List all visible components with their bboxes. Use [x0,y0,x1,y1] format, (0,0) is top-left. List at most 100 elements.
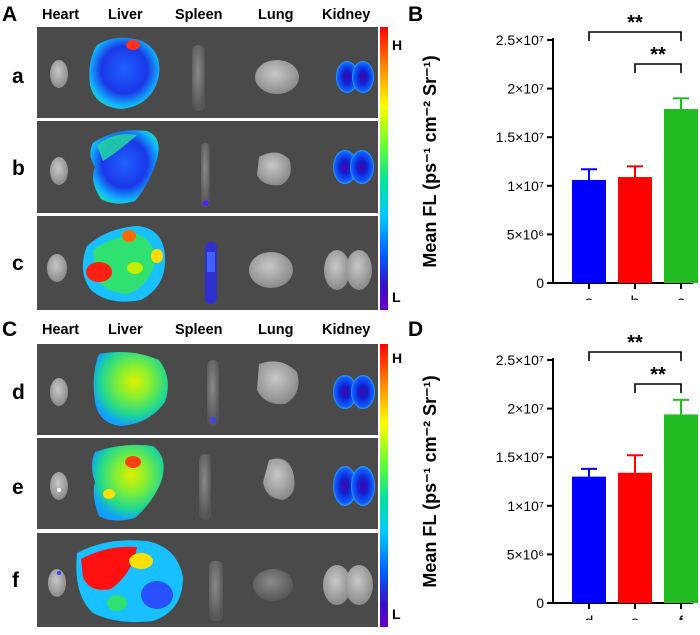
bar-c [664,109,698,284]
y-axis-label: Mean FL (ps⁻¹ cm⁻² Sr⁻¹) [420,375,440,587]
y-tick-label: 2×10⁷ [507,401,544,417]
lung-organ [249,252,293,288]
color-scale-bar-top [380,27,388,310]
y-tick-label: 1×10⁷ [507,498,544,514]
lung-organ [257,152,291,186]
x-tick-label-b: b [631,294,640,300]
organ-header-liver: Liver [108,322,143,338]
significance-marker: ** [650,44,666,66]
y-tick-label: 5×10⁶ [507,226,544,242]
imaging-row-e [37,438,378,529]
kidney-organ-left [333,150,357,184]
kidney-organ-right [346,250,372,290]
y-tick-label: 1.5×10⁷ [496,449,544,465]
significance-bracket [634,383,682,393]
row-label-c: c [12,252,24,275]
heart-organ [50,60,68,88]
organ-header-spleen: Spleen [175,322,223,338]
row-label-f: f [12,569,19,592]
liver-organ [93,352,168,426]
y-tick-label: 1×10⁷ [507,178,544,194]
y-tick-label: 5×10⁶ [507,546,544,562]
organ-header-heart: Heart [42,7,80,23]
organ-header-liver: Liver [108,7,143,23]
imaging-row-d [37,344,378,435]
significance-marker: ** [627,332,643,354]
scale-high-label-top: H [392,37,403,53]
lung-organ [263,458,295,500]
kidney-organ-left [333,375,357,409]
panel-label-d: D [408,318,424,341]
spleen-organ [207,360,219,426]
heart-organ [47,254,67,282]
liver-organ [92,444,164,521]
y-tick-label: 0 [536,275,544,291]
organ-header-kidney: Kidney [322,322,371,338]
imaging-row-f [37,533,378,627]
kidney-organ-right [351,375,375,409]
organ-header-lung: Lung [258,322,294,338]
lung-organ [257,361,299,405]
spleen-organ [205,242,217,304]
kidney-organ-left [336,61,358,93]
y-tick-label: 2.5×10⁷ [496,32,544,48]
bar-e [618,472,652,603]
x-tick-label-d: d [585,614,594,620]
x-tick-label-a: a [585,294,594,300]
kidney-organ-right [352,61,374,93]
imaging-row-a [37,27,378,118]
y-tick-label: 1.5×10⁷ [496,129,544,145]
imaging-row-c [37,216,378,310]
significance-bracket [634,63,682,73]
x-tick-label-e: e [631,614,640,620]
x-tick-label-c: c [677,294,685,300]
row-label-b: b [12,157,25,180]
kidney-organ-right [350,150,374,184]
liver-organ [89,37,160,109]
lung-organ [253,569,293,601]
bar-b [618,177,652,283]
row-label-d: d [12,381,25,404]
y-tick-label: 0 [536,595,544,611]
bar-chart-b: Mean FL (ps⁻¹ cm⁻² Sr⁻¹) 0 5×10⁶ 1×10⁷ 1.5×1… [420,12,698,300]
panel-label-c: C [2,318,18,341]
row-label-a: a [12,65,24,88]
heart-organ [50,378,68,406]
organ-header-lung: Lung [258,7,294,23]
bar-a [572,179,606,283]
row-label-e: e [12,476,24,499]
spleen-organ [192,45,205,111]
y-axis-label: Mean FL (ps⁻¹ cm⁻² Sr⁻¹) [420,55,440,267]
scale-high-label-bottom: H [392,350,403,366]
spleen-organ [201,143,210,207]
bar-chart-d: Mean FL (ps⁻¹ cm⁻² Sr⁻¹) 0 5×10⁶ 1×10⁷ 1.5×1… [420,332,698,620]
kidney-organ-right [345,565,373,605]
organ-header-kidney: Kidney [322,7,371,23]
panel-label-a: A [2,3,18,26]
spleen-organ [209,561,223,621]
significance-bracket [588,31,682,41]
spleen-organ [199,454,211,520]
scale-low-label-bottom: L [392,606,401,622]
scale-low-label-top: L [392,289,401,305]
heart-organ [48,569,66,597]
heart-organ [50,472,68,500]
color-scale-bar-bottom [380,344,388,627]
heart-organ [50,157,68,185]
bar-f [664,414,698,603]
x-tick-label-f: f [679,614,684,620]
significance-bracket [588,351,682,361]
significance-marker: ** [650,364,666,386]
kidney-organ-left [324,250,350,290]
organ-header-spleen: Spleen [175,7,223,23]
y-tick-label: 2.5×10⁷ [496,352,544,368]
kidney-organ-left [323,565,351,605]
bar-d [572,476,606,603]
panel-label-b: B [408,3,424,26]
kidney-organ-left [333,466,357,506]
y-tick-label: 2×10⁷ [507,81,544,97]
kidney-organ-right [351,466,375,506]
imaging-row-b [37,121,378,213]
significance-marker: ** [627,12,643,34]
lung-organ [255,60,299,94]
